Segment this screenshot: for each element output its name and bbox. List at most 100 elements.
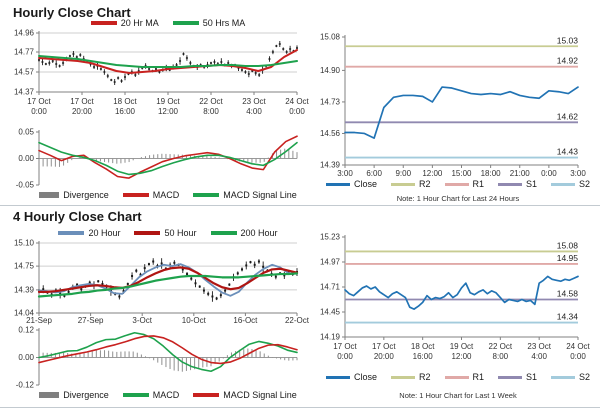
svg-text:14.37: 14.37	[14, 88, 35, 97]
svg-text:14.58: 14.58	[557, 289, 579, 299]
legend-label-s2: S2	[579, 179, 591, 189]
legend-item-20hr-ma: 20 Hr MA	[90, 18, 159, 28]
svg-text:18:00: 18:00	[481, 169, 502, 178]
hourly-sr-note: Note: 1 Hour Chart for Last 24 Hours	[396, 194, 520, 203]
legend-label-divergence: Divergence	[63, 190, 109, 200]
svg-text:15.08: 15.08	[320, 33, 341, 42]
svg-text:14.92: 14.92	[557, 56, 579, 66]
svg-text:23 Oct: 23 Oct	[527, 342, 551, 351]
svg-text:0:00: 0:00	[570, 352, 586, 361]
svg-text:14.34: 14.34	[557, 312, 579, 322]
legend-item-divergence: Divergence	[39, 190, 109, 200]
svg-text:22-Oct: 22-Oct	[285, 316, 310, 325]
svg-text:18 Oct: 18 Oct	[411, 342, 435, 351]
four-hourly-ma-legend: 20 Hour 50 Hour 200 Hour	[40, 228, 296, 238]
legend-swatch-r1	[444, 182, 469, 186]
legend-label-50hrs-ma: 50 Hrs MA	[202, 18, 246, 28]
svg-text:14.73: 14.73	[320, 97, 341, 106]
svg-text:15.23: 15.23	[320, 233, 341, 242]
legend-item-close: Close	[325, 372, 377, 382]
legend-label-20hour: 20 Hour	[88, 228, 121, 238]
legend-swatch-200hour	[210, 231, 237, 235]
svg-text:15.08: 15.08	[557, 240, 579, 250]
legend-item-macd-signal: MACD Signal Line	[193, 390, 297, 400]
legend-item-r1: R1	[444, 179, 484, 189]
legend-swatch-macd-signal	[193, 193, 220, 197]
svg-text:12:00: 12:00	[451, 352, 472, 361]
svg-text:17 Oct: 17 Oct	[372, 342, 396, 351]
legend-item-50hrs-ma: 50 Hrs MA	[172, 18, 246, 28]
legend-item-macd-signal: MACD Signal Line	[193, 190, 297, 200]
legend-label-r2: R2	[418, 372, 431, 382]
legend-item-close: Close	[325, 179, 377, 189]
legend-swatch-s2	[551, 182, 576, 186]
legend-swatch-macd	[122, 193, 149, 197]
svg-text:14.77: 14.77	[14, 48, 35, 57]
four-hourly-close-chart-title: 4 Hourly Close Chart	[13, 209, 142, 224]
svg-text:0:00: 0:00	[31, 107, 47, 116]
legend-item-r1: R1	[444, 372, 485, 382]
svg-text:20:00: 20:00	[72, 107, 93, 116]
legend-item-20hour: 20 Hour	[58, 228, 120, 238]
svg-text:14.39: 14.39	[14, 285, 35, 294]
legend-item-macd: MACD	[122, 390, 180, 400]
legend-swatch-divergence	[39, 392, 60, 398]
svg-text:8:00: 8:00	[203, 107, 219, 116]
svg-text:19 Oct: 19 Oct	[156, 97, 180, 106]
legend-label-macd-signal: MACD Signal Line	[223, 190, 297, 200]
four-hourly-macd-legend: Divergence MACD MACD Signal Line	[39, 390, 297, 400]
svg-text:14.96: 14.96	[14, 29, 35, 38]
svg-text:22 Oct: 22 Oct	[199, 97, 223, 106]
svg-text:21-Sep: 21-Sep	[26, 316, 52, 325]
svg-text:6:00: 6:00	[366, 169, 382, 178]
svg-text:14.19: 14.19	[320, 333, 341, 342]
legend-item-r2: R2	[390, 179, 431, 189]
svg-text:14.75: 14.75	[14, 262, 35, 271]
weekly-sr-note: Note: 1 Hour Chart for Last 1 Week	[399, 391, 517, 400]
legend-swatch-r2	[390, 375, 415, 379]
svg-text:14.45: 14.45	[320, 308, 341, 317]
svg-text:0.12: 0.12	[18, 326, 34, 335]
svg-text:14.04: 14.04	[14, 309, 35, 318]
svg-text:15.10: 15.10	[14, 239, 35, 248]
svg-text:16-Oct: 16-Oct	[233, 316, 258, 325]
legend-label-close: Close	[353, 179, 377, 189]
legend-swatch-s1	[498, 375, 523, 379]
hourly-close-chart-title: Hourly Close Chart	[13, 5, 131, 20]
legend-label-s1: S1	[526, 372, 538, 382]
legend-label-r1: R1	[472, 372, 485, 382]
svg-text:17 Oct: 17 Oct	[333, 342, 357, 351]
legend-item-50hour: 50 Hour	[134, 228, 197, 238]
legend-swatch-r1	[444, 375, 469, 379]
hourly-macd-legend: Divergence MACD MACD Signal Line	[39, 190, 297, 200]
svg-text:12:00: 12:00	[422, 169, 443, 178]
svg-text:18 Oct: 18 Oct	[113, 97, 137, 106]
legend-swatch-20hr-ma	[90, 21, 117, 25]
svg-text:14.90: 14.90	[320, 66, 341, 75]
svg-text:0.00: 0.00	[18, 154, 34, 163]
legend-swatch-close	[325, 375, 350, 379]
hourly-macd-chart: 0.05 0.00 -0.05	[16, 128, 298, 190]
svg-text:10-Oct: 10-Oct	[182, 316, 207, 325]
svg-text:3:00: 3:00	[570, 169, 586, 178]
svg-text:17 Oct: 17 Oct	[70, 97, 94, 106]
four-hourly-macd-chart: 0.12 0.00 -0.12	[16, 326, 298, 390]
svg-text:0.00: 0.00	[18, 353, 34, 362]
legend-swatch-r2	[390, 182, 415, 186]
hourly-sr-legend: Close R2 R1 S1 S2	[325, 179, 590, 189]
svg-text:14.57: 14.57	[14, 68, 35, 77]
svg-text:21:00: 21:00	[510, 169, 531, 178]
svg-text:9:00: 9:00	[395, 169, 411, 178]
legend-swatch-close	[325, 182, 350, 186]
legend-label-macd-signal: MACD Signal Line	[223, 390, 297, 400]
svg-text:16:00: 16:00	[115, 107, 136, 116]
svg-text:15:00: 15:00	[451, 169, 472, 178]
legend-label-macd: MACD	[152, 390, 180, 400]
svg-text:4:00: 4:00	[531, 352, 547, 361]
legend-item-macd: MACD	[122, 190, 179, 200]
svg-text:14.71: 14.71	[320, 283, 341, 292]
